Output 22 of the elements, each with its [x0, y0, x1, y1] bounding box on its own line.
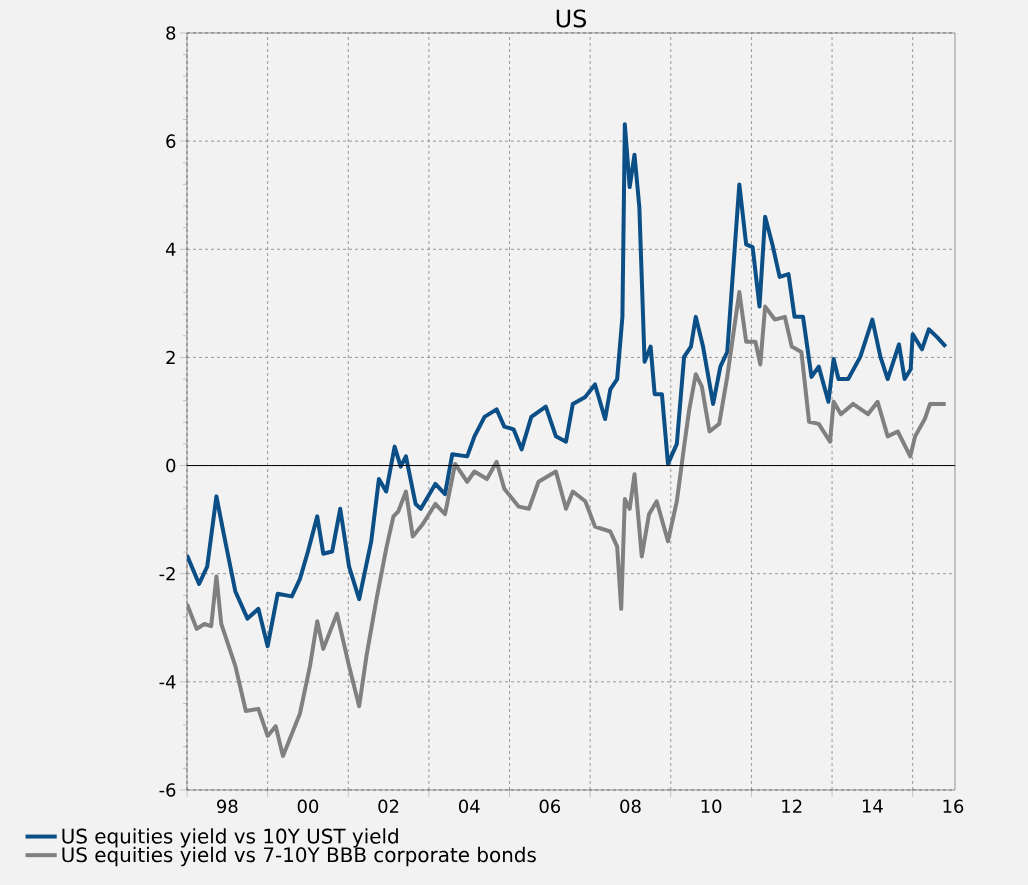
x-tick-label: 06: [539, 799, 561, 814]
x-tick-label: 04: [458, 799, 480, 814]
y-tick-label: 8: [166, 26, 176, 40]
y-tick-label: -6: [159, 783, 176, 797]
y-tick-label: 4: [165, 242, 176, 256]
y-tick-label: -2: [159, 567, 175, 581]
x-tick-label: 08: [620, 799, 641, 814]
chart-title: US: [556, 9, 587, 28]
x-tick-label: 10: [701, 799, 722, 814]
x-tick-label: 12: [782, 799, 802, 813]
x-tick-label: 98: [217, 799, 238, 814]
y-tick-label: 0: [166, 458, 176, 473]
y-tick-label: 2: [166, 350, 175, 365]
line-series: [187, 122, 948, 649]
x-tick-label: 02: [378, 799, 399, 814]
x-tick-label: 14: [862, 799, 883, 813]
x-tick-label: 00: [297, 799, 319, 814]
x-tick-label: 16: [943, 799, 964, 814]
legend-label: US equities yield vs 7-10Y BBB corporate bonds: [62, 846, 536, 867]
y-tick-label: 6: [166, 134, 176, 148]
legend-label: US equities yield vs 10Y UST yield: [62, 828, 398, 848]
y-tick-label: -4: [159, 675, 176, 689]
